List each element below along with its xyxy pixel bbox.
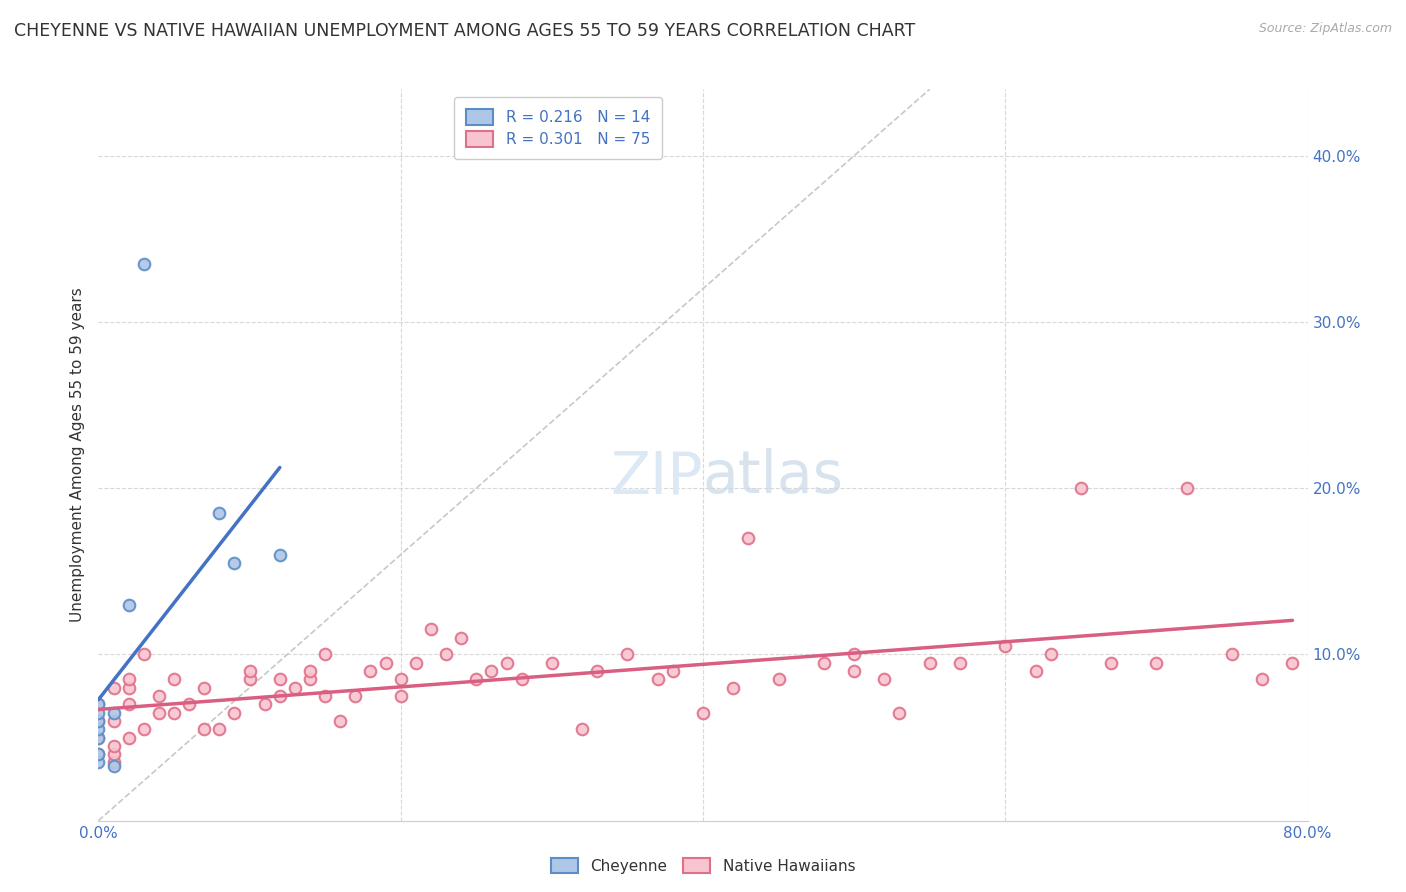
Point [148,706,170,720]
Point [132,257,155,271]
Point [118,681,141,695]
Point [314,648,336,662]
Point [118,673,141,687]
Y-axis label: Unemployment Among Ages 55 to 59 years: Unemployment Among Ages 55 to 59 years [69,287,84,623]
Point [692,706,714,720]
Point [420,623,443,637]
Point [103,681,125,695]
Point [269,689,291,703]
Point [994,639,1017,653]
Text: atlas: atlas [703,449,844,506]
Point [1281,656,1303,670]
Point [163,706,186,720]
Point [647,673,669,687]
Point [844,648,866,662]
Point [768,673,790,687]
Point [1099,656,1122,670]
Point [163,673,186,687]
Point [103,756,125,770]
Point [208,723,231,737]
Point [616,648,638,662]
Point [87,698,110,712]
Point [299,673,322,687]
Point [1175,481,1198,495]
Point [239,673,262,687]
Point [269,548,291,562]
Point [87,698,110,712]
Point [360,664,382,678]
Point [87,731,110,745]
Point [813,656,835,670]
Point [224,706,246,720]
Point [132,723,155,737]
Point [844,664,866,678]
Point [87,723,110,737]
Point [87,714,110,728]
Point [239,664,262,678]
Point [510,673,533,687]
Point [918,656,941,670]
Point [723,681,745,695]
Point [1039,648,1062,662]
Point [87,731,110,745]
Point [179,698,201,712]
Point [1070,481,1092,495]
Point [103,706,125,720]
Point [87,706,110,720]
Point [1220,648,1243,662]
Point [208,506,231,520]
Point [103,758,125,772]
Point [193,681,215,695]
Point [103,714,125,728]
Point [374,656,396,670]
Point [465,673,488,687]
Point [481,664,503,678]
Point [224,556,246,570]
Point [1024,664,1046,678]
Point [148,689,170,703]
Point [87,747,110,761]
Point [193,723,215,737]
Point [103,747,125,761]
Point [949,656,972,670]
Text: ZIP: ZIP [610,449,703,506]
Point [586,664,609,678]
Point [450,631,472,645]
Point [118,698,141,712]
Point [253,698,276,712]
Point [1144,656,1167,670]
Point [118,731,141,745]
Point [540,656,562,670]
Point [284,681,307,695]
Point [1251,673,1274,687]
Point [889,706,911,720]
Point [661,664,683,678]
Point [87,714,110,728]
Point [299,664,322,678]
Point [737,531,759,545]
Point [873,673,896,687]
Point [132,648,155,662]
Point [329,714,352,728]
Point [87,756,110,770]
Point [344,689,367,703]
Legend: R = 0.216   N = 14, R = 0.301   N = 75: R = 0.216 N = 14, R = 0.301 N = 75 [454,97,662,160]
Point [434,648,457,662]
Legend: Cheyenne, Native Hawaiians: Cheyenne, Native Hawaiians [544,852,862,880]
Point [495,656,517,670]
Point [571,723,593,737]
Point [269,673,291,687]
Point [87,747,110,761]
Point [103,739,125,753]
Point [405,656,427,670]
Text: CHEYENNE VS NATIVE HAWAIIAN UNEMPLOYMENT AMONG AGES 55 TO 59 YEARS CORRELATION C: CHEYENNE VS NATIVE HAWAIIAN UNEMPLOYMENT… [14,22,915,40]
Point [389,689,412,703]
Text: Source: ZipAtlas.com: Source: ZipAtlas.com [1258,22,1392,36]
Point [389,673,412,687]
Point [118,598,141,612]
Point [314,689,336,703]
